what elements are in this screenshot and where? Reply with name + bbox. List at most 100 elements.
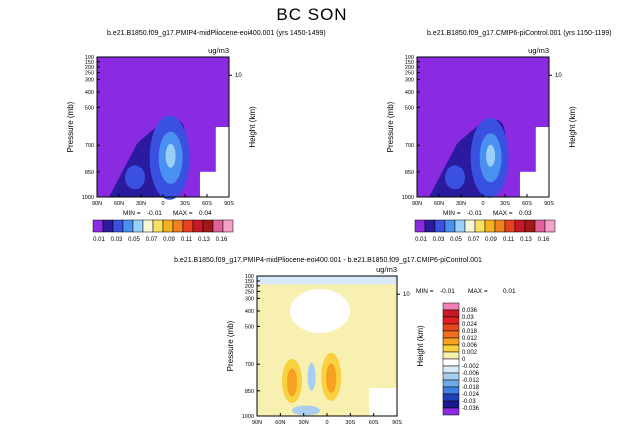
- x-tick-label: 0: [481, 201, 484, 207]
- x-tick-label: 60N: [434, 201, 444, 207]
- colorbar-box: [442, 337, 460, 346]
- colorbar-box: [534, 219, 546, 233]
- y-tick-label: 150: [405, 60, 414, 66]
- colorbar-label: 0.07: [468, 237, 480, 243]
- colorbar-box: [152, 219, 164, 233]
- colorbar-box: [442, 407, 460, 416]
- y-tick-label: 250: [245, 289, 254, 295]
- colorbar-box: [464, 219, 476, 233]
- colorbar-box: [444, 219, 456, 233]
- y-tick-label: 850: [245, 389, 254, 395]
- stat-min-label: MIN =: [123, 210, 141, 217]
- colorbar-label: 0.03: [111, 237, 123, 243]
- x-tick-label: 30S: [345, 420, 355, 426]
- panel-title: b.e21.B1850.f09_g17.PMIP4-midPliocene-eo…: [174, 257, 482, 264]
- colorbar-box: [494, 219, 506, 233]
- y-tick-label: 850: [85, 170, 94, 176]
- colorbar-label: 0.018: [462, 329, 478, 335]
- colorbar-box: [454, 219, 466, 233]
- y-tick-label: 1000: [402, 195, 414, 201]
- colorbar-label: 0.09: [163, 237, 175, 243]
- units-label: ug/m3: [528, 46, 549, 55]
- colorbar-label: 0.006: [462, 343, 478, 349]
- colorbar-label: -0.012: [462, 378, 480, 384]
- colorbar-label: 0.07: [146, 237, 158, 243]
- colorbar-box: [162, 219, 174, 233]
- stat-max-value: 0.03: [519, 210, 532, 217]
- contour-band-4: [165, 143, 176, 168]
- y-tick-label: 300: [85, 77, 94, 83]
- y-tick-label: 100: [405, 55, 414, 61]
- colorbar-label: 0.11: [181, 237, 193, 243]
- y-tick-label: 500: [85, 105, 94, 111]
- colorbar-box: [484, 219, 496, 233]
- stat-max-label: MAX =: [468, 288, 488, 295]
- colorbar-label: 0.13: [520, 237, 532, 243]
- colorbar-box: [112, 219, 124, 233]
- contour-band-2b: [125, 165, 145, 190]
- colorbar-label: 0: [462, 357, 466, 363]
- colorbar-box: [212, 219, 224, 233]
- colorbar-label: -0.03: [462, 399, 476, 405]
- colorbar-label: 0.05: [450, 237, 462, 243]
- x-tick-label: 60S: [369, 420, 379, 426]
- colorbar-label: 0.11: [503, 237, 515, 243]
- x-tick-label: 30N: [299, 420, 309, 426]
- contour-band-pos-3b: [326, 363, 337, 394]
- x-tick-label: 60S: [522, 201, 532, 207]
- colorbar-box: [442, 393, 460, 402]
- colorbar-label: 0.13: [198, 237, 210, 243]
- x-tick-label: 90S: [392, 420, 402, 426]
- y-axis-title: Pressure (mb): [66, 101, 75, 152]
- colorbar-box: [442, 330, 460, 339]
- colorbar-label: -0.002: [462, 364, 480, 370]
- colorbar-label: -0.006: [462, 371, 480, 377]
- colorbar-box: [442, 386, 460, 395]
- colorbar-box: [202, 219, 214, 233]
- colorbar-box: [442, 400, 460, 409]
- colorbar-box: [222, 219, 234, 233]
- colorbar-box: [524, 219, 536, 233]
- colorbar-box: [132, 219, 144, 233]
- y-tick-label: 100: [85, 55, 94, 61]
- x-tick-label: 60N: [275, 420, 285, 426]
- colorbar-box: [442, 302, 460, 311]
- colorbar-box: [142, 219, 154, 233]
- colorbar-box: [442, 372, 460, 381]
- y-tick-label: 250: [85, 70, 94, 76]
- right-tick-label: 10: [235, 73, 242, 79]
- stat-max-label: MAX =: [173, 210, 193, 217]
- y-axis-title: Pressure (mb): [386, 101, 395, 152]
- colorbar-box: [544, 219, 556, 233]
- stat-min-value: -0.01: [467, 210, 482, 217]
- y-tick-label: 700: [405, 143, 414, 149]
- y-tick-label: 150: [245, 279, 254, 285]
- x-tick-label: 90S: [544, 201, 554, 207]
- colorbar-label: 0.002: [462, 350, 478, 356]
- y-axis-title: Pressure (mb): [226, 320, 235, 371]
- colorbar-box: [102, 219, 114, 233]
- y-tick-label: 700: [85, 143, 94, 149]
- y-tick-label: 300: [405, 77, 414, 83]
- colorbar-label: -0.024: [462, 392, 480, 398]
- units-label: ug/m3: [376, 265, 397, 274]
- y-tick-label: 150: [85, 60, 94, 66]
- y-tick-label: 400: [85, 90, 94, 96]
- y-tick-label: 400: [245, 309, 254, 315]
- colorbar-box: [172, 219, 184, 233]
- colorbar-label: 0.01: [93, 237, 105, 243]
- colorbar-label: 0.09: [485, 237, 497, 243]
- x-tick-label: 0: [161, 201, 164, 207]
- stat-min-label: MIN =: [443, 210, 461, 217]
- colorbar-label: 0.024: [462, 322, 478, 328]
- stat-max-value: 0.04: [199, 210, 212, 217]
- y-right-axis-title: Height (km): [568, 106, 577, 148]
- colorbar-box: [92, 219, 104, 233]
- y-tick-label: 200: [85, 65, 94, 71]
- missing-data: [215, 127, 229, 197]
- y-tick-label: 500: [405, 105, 414, 111]
- panel-title: b.e21.B1850.f09_g17.CMIP6-piControl.001 …: [427, 30, 612, 37]
- colorbar-box: [192, 219, 204, 233]
- colorbar-label: 0.03: [433, 237, 445, 243]
